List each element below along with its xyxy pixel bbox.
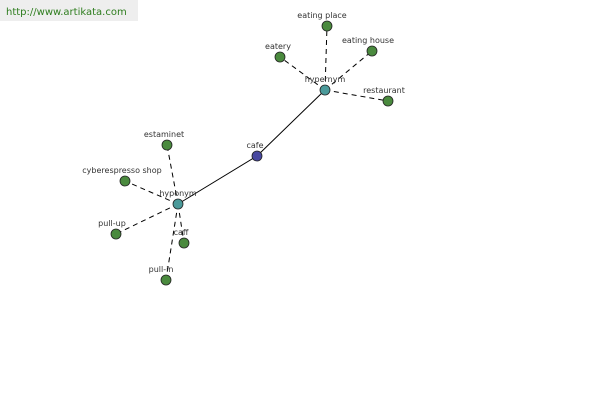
node-label: cafe [246,141,263,150]
node [366,45,378,57]
node [319,84,331,96]
node-label: cyberespresso shop [82,166,161,175]
watermark: http://www.artikata.com [6,7,127,18]
node [119,175,131,187]
node-label: hyponym [159,189,197,198]
node [274,51,286,63]
edge [166,144,179,205]
node [110,228,122,240]
node-label: caff [174,228,189,237]
node-label: eating place [297,11,346,20]
edge [324,89,389,102]
node-label: hypernym [305,75,346,84]
node [251,150,263,162]
node [382,95,394,107]
node-label: estaminet [144,130,184,139]
node [178,237,190,249]
node-label: restaurant [363,86,405,95]
node-label: pull-up [98,219,126,228]
edge [324,50,373,91]
edge [256,89,326,157]
node [160,274,172,286]
node-label: eatery [265,42,291,51]
edge [279,56,326,91]
node-label: pull-in [149,265,174,274]
node [161,139,173,151]
node [172,198,184,210]
edge [324,25,328,91]
edge [124,180,179,205]
node [321,20,333,32]
edge [115,203,179,235]
edge [177,203,185,244]
node-label: eating house [342,36,394,45]
edge [165,203,179,281]
watermark-box [0,0,138,21]
edge [177,155,258,205]
